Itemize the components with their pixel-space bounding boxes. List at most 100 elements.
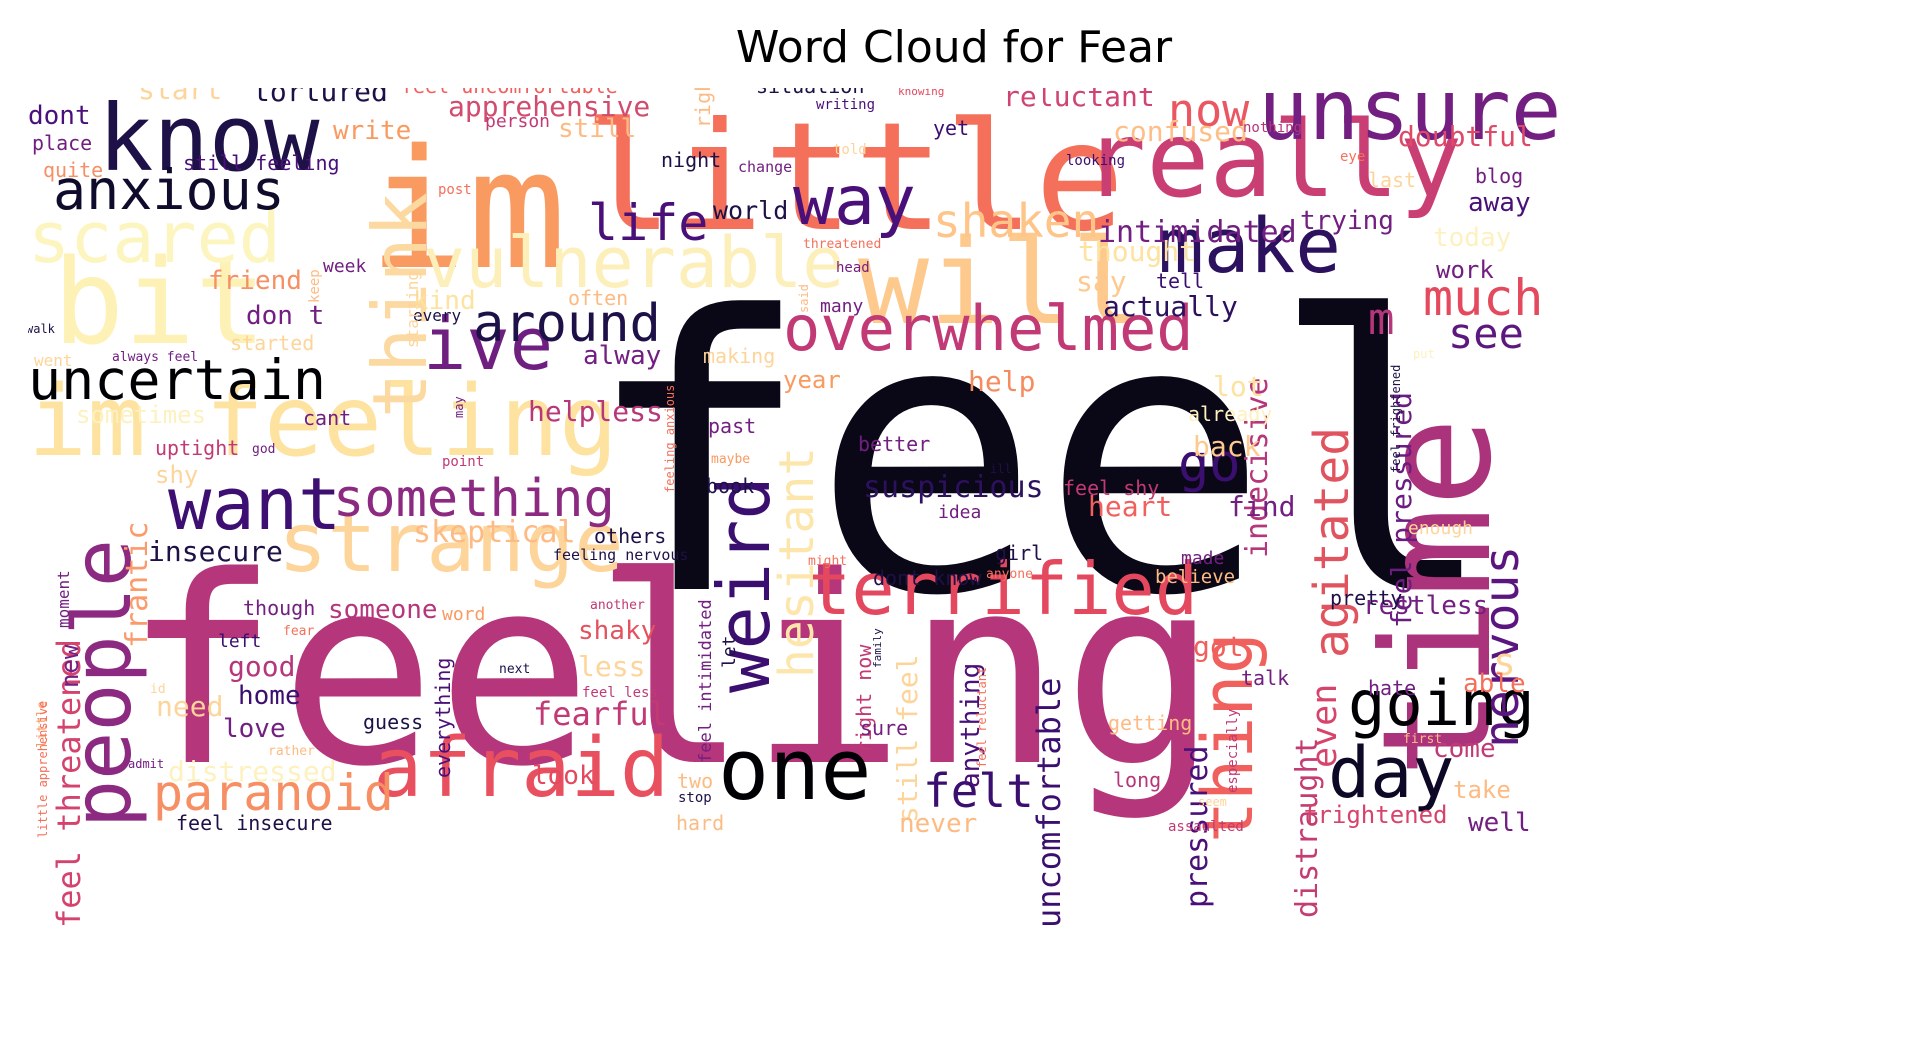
word-right: right [691, 88, 715, 128]
word-feeling: feeling [123, 522, 1219, 824]
word-feel-uncomfortable: feel uncomfortable [401, 88, 618, 96]
word-good: good [228, 650, 296, 683]
word-shaken: shaken [933, 194, 1100, 248]
word-others: others [594, 524, 667, 548]
word-lot: lot [1213, 370, 1264, 403]
word-strange: strange [278, 496, 624, 591]
word-something: something [333, 469, 615, 529]
word-tell: tell [1156, 269, 1205, 293]
word-take: take [1453, 776, 1511, 804]
word-want: want [168, 462, 342, 546]
word-apprehensive: apprehensive [448, 90, 651, 123]
word-change: change [738, 158, 793, 176]
word-two: two [677, 769, 714, 793]
word-away: away [1468, 188, 1531, 218]
word-don-t: don t [246, 301, 325, 331]
word-writing: writing [816, 97, 876, 113]
word-blog: blog [1475, 164, 1524, 188]
word-start: start [138, 88, 223, 106]
word-terrified: terrified [808, 547, 1199, 631]
word-told: told [833, 142, 867, 158]
word-may: may [452, 396, 466, 418]
word-got: got [1193, 630, 1244, 663]
word-cant: cant [303, 406, 352, 430]
word-sometimes: sometimes [76, 401, 207, 429]
word-new: new [56, 644, 84, 688]
word-tortured: tortured [253, 88, 388, 108]
word-less: less [578, 650, 646, 683]
word-world: world [713, 196, 789, 225]
word-guess: guess [363, 710, 424, 734]
word-dont: dont [28, 101, 91, 131]
word-uptight: uptight [155, 436, 240, 460]
word-look: look [532, 761, 595, 791]
word-hate: hate [1368, 676, 1417, 700]
word-id: id [150, 682, 166, 697]
word-week: week [323, 256, 367, 277]
word-starting: starting [403, 270, 422, 348]
word-getting: getting [1108, 711, 1193, 735]
word-able: able [1463, 669, 1526, 699]
word-paranoid: paranoid [153, 764, 394, 822]
word-uncertain: uncertain [28, 348, 327, 412]
word-many: many [820, 296, 864, 317]
word-going: going [1348, 667, 1535, 740]
word-might: might [808, 554, 848, 569]
word-admit: admit [128, 757, 165, 771]
word-though: though [243, 596, 316, 620]
word-vulnerable: vulnerable [423, 222, 845, 304]
word-kind: kind [413, 286, 476, 316]
word-often: often [568, 286, 629, 310]
word-ill: ill [990, 462, 1012, 476]
word-enough: enough [1408, 518, 1474, 539]
word-suspicious: suspicious [863, 470, 1044, 505]
word-person: person [485, 111, 551, 132]
word-ive: ive [423, 302, 554, 386]
word-feel-less: feel less [582, 685, 658, 701]
word-really: really [1083, 99, 1463, 221]
word-assaulted: assaulted [1168, 819, 1244, 835]
word-reluctant: reluctant [1003, 88, 1155, 113]
word-walk: walk [28, 322, 55, 336]
word-alway: alway [583, 341, 662, 371]
word-actually: actually [1103, 290, 1238, 323]
word-situation: situation [756, 88, 864, 96]
word-rather: rather [268, 744, 315, 759]
word-looking: looking [1066, 153, 1126, 169]
word-im-feeling: im feeling [28, 365, 619, 479]
word-another: another [590, 598, 645, 613]
word-stop: stop [678, 790, 712, 806]
word-frightened: frightened [1303, 801, 1448, 829]
word-started: started [230, 331, 315, 355]
word-im: im [368, 114, 567, 306]
word-yet: yet [933, 116, 970, 140]
word-one: one [718, 721, 872, 820]
word-day: day [1328, 732, 1455, 814]
word-overwhelmed: overwhelmed [783, 292, 1194, 365]
word-feel-frightened: feel frightened [1389, 364, 1403, 473]
word-first: first [1403, 732, 1443, 747]
word-every: every [413, 306, 462, 325]
word-around: around [473, 294, 661, 354]
word-nothing: nothing [1243, 120, 1303, 136]
word-pretty: pretty [1330, 586, 1403, 610]
word-little-apprehensive: little apprehensive [36, 700, 50, 838]
word-left: left [218, 631, 262, 652]
word-life: life [588, 194, 709, 252]
word-well: well [1468, 808, 1531, 838]
word-god: god [252, 442, 276, 457]
word-go: go [1178, 434, 1241, 494]
word-said: said [797, 284, 811, 313]
word-hard: hard [676, 811, 725, 835]
word-feel-intimidated: feel intimidated [696, 599, 716, 763]
word-distressed: distressed [168, 755, 337, 788]
word-someone: someone [328, 595, 438, 625]
word-better: better [858, 432, 931, 456]
word-help: help [968, 365, 1036, 398]
word-friend: friend [208, 266, 302, 296]
word-year: year [783, 366, 841, 394]
word-write: write [333, 116, 412, 146]
word-seem: seem [1198, 795, 1227, 809]
word-anyone: anyone [986, 567, 1033, 582]
word-need: need [156, 690, 224, 723]
